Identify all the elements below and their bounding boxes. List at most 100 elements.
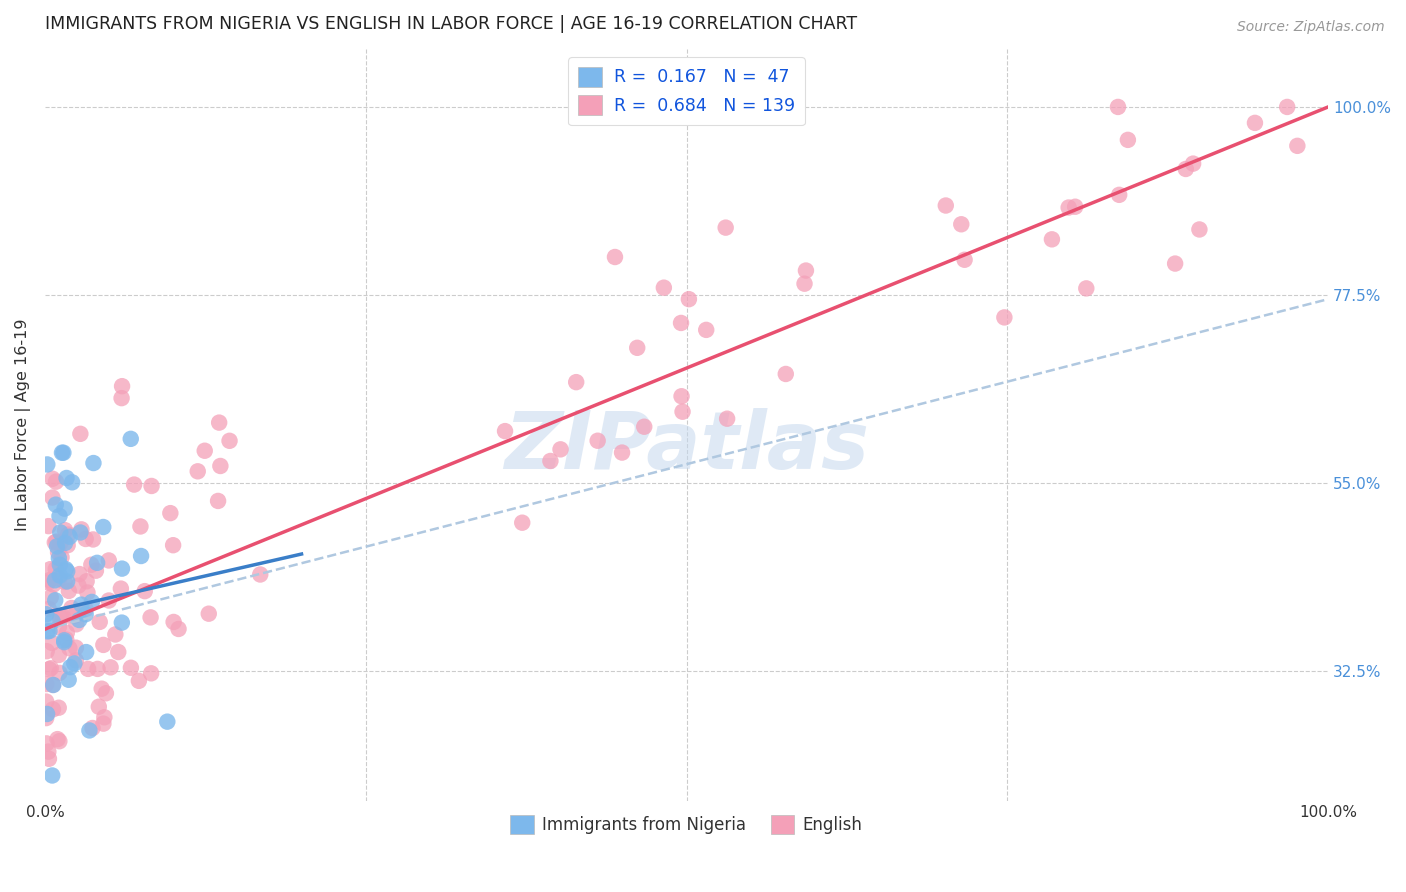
Point	[58, 641, 80, 656]
Text: IMMIGRANTS FROM NIGERIA VS ENGLISH IN LABOR FORCE | AGE 16-19 CORRELATION CHART: IMMIGRANTS FROM NIGERIA VS ENGLISH IN LA…	[45, 15, 858, 33]
Point	[41, 472, 63, 486]
Point	[52, 609, 75, 624]
Point	[48, 648, 70, 662]
Point	[129, 549, 152, 563]
Point	[38, 624, 60, 638]
Point	[1174, 161, 1197, 176]
Text: ZIPatlas: ZIPatlas	[503, 408, 869, 486]
Point	[111, 561, 134, 575]
Point	[156, 714, 179, 729]
Point	[53, 574, 76, 589]
Point	[67, 579, 90, 593]
Point	[42, 678, 65, 692]
Point	[39, 591, 62, 605]
Point	[77, 662, 100, 676]
Point	[129, 519, 152, 533]
Point	[104, 627, 127, 641]
Point	[1116, 133, 1139, 147]
Point	[1108, 187, 1130, 202]
Point	[162, 538, 184, 552]
Point	[110, 391, 132, 405]
Point	[42, 702, 65, 716]
Point	[37, 458, 59, 472]
Point	[53, 501, 76, 516]
Point	[76, 574, 98, 589]
Point	[35, 607, 58, 622]
Point	[86, 556, 108, 570]
Point	[67, 613, 90, 627]
Point	[42, 678, 65, 692]
Point	[652, 280, 675, 294]
Point	[120, 661, 142, 675]
Point	[1182, 156, 1205, 170]
Point	[46, 540, 69, 554]
Point	[63, 608, 86, 623]
Y-axis label: In Labor Force | Age 16-19: In Labor Force | Age 16-19	[15, 318, 31, 531]
Point	[678, 292, 700, 306]
Point	[41, 491, 63, 505]
Point	[48, 620, 70, 634]
Point	[1064, 200, 1087, 214]
Point	[586, 434, 609, 448]
Point	[141, 479, 163, 493]
Point	[1076, 281, 1098, 295]
Point	[48, 572, 70, 586]
Point	[51, 550, 73, 565]
Point	[53, 536, 76, 550]
Point	[208, 416, 231, 430]
Point	[79, 723, 101, 738]
Point	[65, 653, 87, 667]
Point	[42, 577, 65, 591]
Point	[107, 645, 129, 659]
Point	[41, 615, 63, 629]
Point	[716, 411, 738, 425]
Point	[45, 498, 67, 512]
Point	[775, 367, 797, 381]
Point	[97, 593, 120, 607]
Point	[162, 615, 184, 629]
Point	[38, 602, 60, 616]
Point	[48, 665, 70, 680]
Point	[494, 424, 516, 438]
Point	[69, 426, 91, 441]
Point	[75, 602, 97, 616]
Point	[46, 732, 69, 747]
Point	[56, 564, 79, 578]
Point	[159, 506, 181, 520]
Point	[82, 721, 104, 735]
Point	[49, 558, 72, 572]
Point	[55, 471, 77, 485]
Point	[167, 622, 190, 636]
Point	[89, 615, 111, 629]
Point	[75, 645, 97, 659]
Point	[82, 456, 104, 470]
Point	[37, 745, 59, 759]
Point	[128, 673, 150, 688]
Point	[1057, 201, 1080, 215]
Point	[45, 534, 67, 549]
Point	[75, 607, 97, 622]
Point	[993, 310, 1015, 325]
Point	[75, 532, 97, 546]
Point	[37, 624, 59, 639]
Point	[218, 434, 240, 448]
Point	[49, 610, 72, 624]
Point	[87, 699, 110, 714]
Point	[39, 661, 62, 675]
Point	[1107, 100, 1129, 114]
Point	[197, 607, 219, 621]
Point	[82, 533, 104, 547]
Point	[90, 681, 112, 696]
Point	[935, 198, 957, 212]
Point	[58, 583, 80, 598]
Point	[35, 677, 58, 691]
Point	[194, 443, 217, 458]
Point	[139, 610, 162, 624]
Point	[695, 323, 717, 337]
Point	[41, 768, 63, 782]
Point	[93, 710, 115, 724]
Point	[610, 445, 633, 459]
Point	[70, 522, 93, 536]
Point	[55, 562, 77, 576]
Point	[53, 635, 76, 649]
